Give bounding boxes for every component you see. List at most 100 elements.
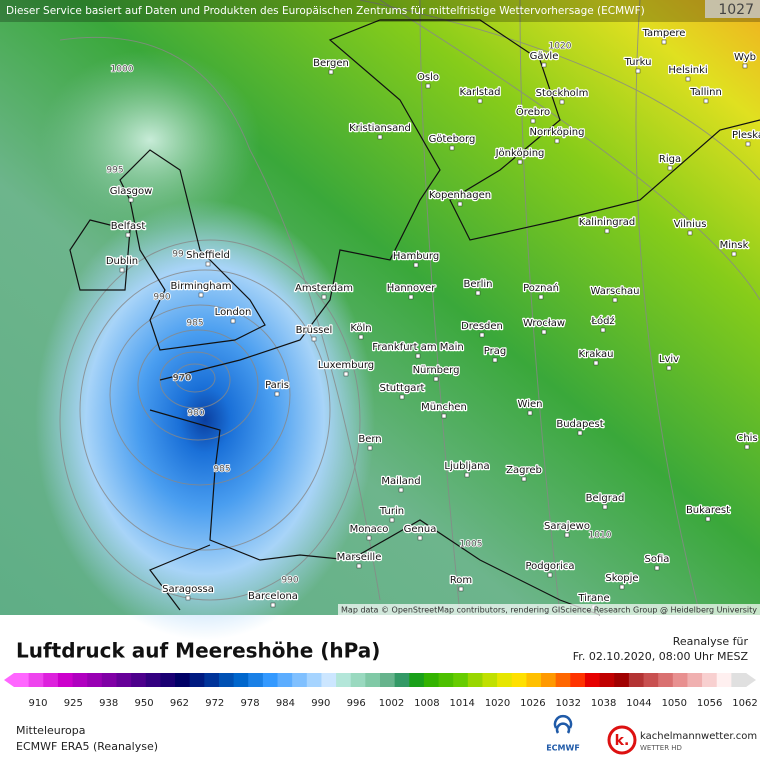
kw-mark: k. [615, 733, 630, 749]
city-dot [731, 251, 737, 257]
city-label: Berlin [463, 279, 492, 290]
city-dot [619, 584, 625, 590]
city-label: München [421, 402, 467, 413]
city-dot [433, 376, 439, 382]
colorbar-cell [336, 673, 352, 687]
city-dot [479, 332, 485, 338]
colorbar-cell [687, 673, 703, 687]
city-label: Rom [450, 575, 472, 586]
city-label: Kopenhagen [429, 190, 491, 201]
city-dot [685, 76, 691, 82]
colorbar-cell [453, 673, 469, 687]
colorbar-tick-label: 996 [347, 698, 366, 709]
colorbar-cell [731, 673, 747, 687]
city-label: Bukarest [686, 505, 730, 516]
city-label: Dublin [106, 256, 138, 267]
city-dot [521, 476, 527, 482]
city-label: Stockholm [536, 88, 589, 99]
city-label: Köln [350, 323, 371, 334]
city-dot [654, 565, 660, 571]
city-label: Hamburg [393, 251, 439, 262]
isobar-label: 985 [213, 465, 230, 475]
colorbar-cell [394, 673, 410, 687]
city-label: Norrköping [529, 127, 584, 138]
city-label: Marseille [337, 552, 382, 563]
max-label: 1027 [718, 2, 754, 18]
colorbar-tick-label: 925 [64, 698, 83, 709]
city-label: Tirane [577, 593, 609, 604]
city-label: Budapest [556, 419, 603, 430]
max-box [705, 0, 760, 18]
colorbar: 910 925 938 950 962 972 978 984 990 996 1002 1008 10… [4, 673, 758, 709]
city-dot [399, 394, 405, 400]
city-label: Mailand [381, 476, 420, 487]
colorbar-cell [175, 673, 191, 687]
city-label: Łódź [590, 315, 614, 327]
colorbar-tick-label: 962 [170, 698, 189, 709]
colorbar-tick-label: 910 [28, 698, 47, 709]
isobar-label: 1000 [111, 65, 134, 75]
isobar-label: 990 [281, 576, 298, 586]
colorbar-cell [72, 673, 88, 687]
city-label: Turku [624, 57, 652, 68]
colorbar-cell [57, 673, 74, 687]
colorbar-tick-label: 1026 [520, 698, 545, 709]
kw-sub: WETTER HD [640, 744, 682, 752]
colorbar-cell [555, 673, 571, 687]
colorbar-arrow-left [4, 673, 14, 687]
city-label: Sheffield [186, 250, 230, 261]
city-label: Saragossa [162, 584, 214, 595]
city-dot [593, 360, 599, 366]
city-dot [458, 586, 464, 592]
city-dot [270, 602, 276, 608]
city-dot [577, 430, 583, 436]
city-label: Lviv [659, 354, 679, 365]
colorbar-cell [189, 673, 205, 687]
colorbar-cell [584, 673, 601, 687]
city-dot [744, 444, 750, 450]
city-label: Tampere [642, 28, 686, 39]
colorbar-tick-label: 1002 [379, 698, 404, 709]
city-dot [441, 413, 447, 419]
colorbar-tick-label: 1044 [626, 698, 651, 709]
colorbar-cell [248, 673, 264, 687]
city-label: Belfast [111, 221, 146, 232]
city-dot [366, 535, 372, 541]
colorbar-cell [511, 673, 527, 687]
colorbar-cell [101, 673, 117, 687]
city-dot [389, 517, 395, 523]
city-label: Prag [484, 346, 506, 357]
city-dot [600, 327, 606, 333]
city-label: Dresden [461, 321, 503, 332]
city-label: Bergen [313, 58, 349, 69]
city-dot [661, 39, 667, 45]
city-label: Tallinn [689, 87, 722, 98]
colorbar-cell [292, 673, 308, 687]
colorbar-tick-label: 1032 [556, 698, 581, 709]
colorbar-cell [716, 673, 732, 687]
city-dot [527, 410, 533, 416]
city-dot [230, 318, 236, 324]
info-line1: Reanalyse für [673, 635, 749, 648]
city-label: Nürnberg [413, 365, 460, 376]
city-label: Helsinki [668, 65, 707, 76]
city-label: Zagreb [506, 465, 542, 476]
isobar-layer: 1000 995 99 990 985 970 980 985 990 1020 1005 1010 [106, 41, 613, 587]
city-label: Poznań [523, 282, 559, 294]
colorbar-tick-label: 1008 [414, 698, 439, 709]
city-label: Frankfurt am Main [372, 342, 463, 353]
city-dot [517, 159, 523, 165]
city-dot [742, 63, 748, 69]
city-label: Amsterdam [295, 283, 353, 294]
city-label: Ljubljana [444, 461, 489, 472]
colorbar-tick-label: 1014 [449, 698, 474, 709]
city-dot [457, 201, 463, 207]
city-dot [564, 532, 570, 538]
title: Luftdruck auf Meereshöhe (hPa) [16, 639, 380, 663]
kw-circle [607, 725, 637, 755]
colorbar-cell [570, 673, 586, 687]
colorbar-tick-label: 972 [205, 698, 224, 709]
colorbar-cell [233, 673, 249, 687]
city-dot [356, 563, 362, 569]
city-dot [367, 445, 373, 451]
